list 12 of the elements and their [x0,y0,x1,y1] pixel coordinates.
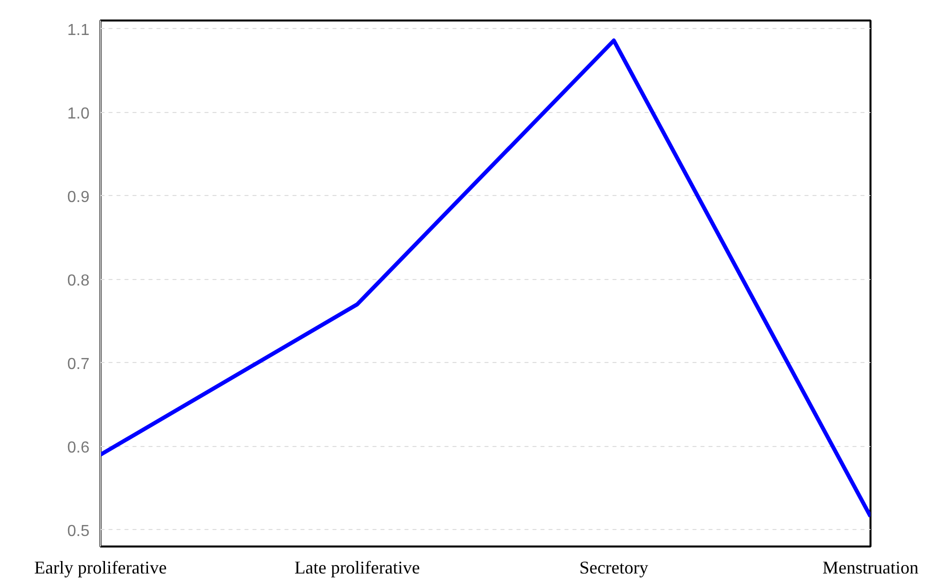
y-tick-label: 0.5 [67,522,90,540]
x-tick-label: Early proliferative [34,558,167,578]
line-series [100,38,870,518]
x-tick-label: Secretory [579,558,648,578]
y-tick-label: 0.9 [67,188,90,206]
x-tick-label: Menstruation [822,558,919,578]
y-tick-label: 0.6 [67,439,90,456]
y-tick-label: 0.7 [67,356,90,373]
y-tick-label: 1.1 [67,22,90,39]
x-tick-label: Late proliferative [294,558,420,578]
y-tick-label: 0.8 [67,272,90,290]
y-tick-label: 1.0 [67,105,90,122]
